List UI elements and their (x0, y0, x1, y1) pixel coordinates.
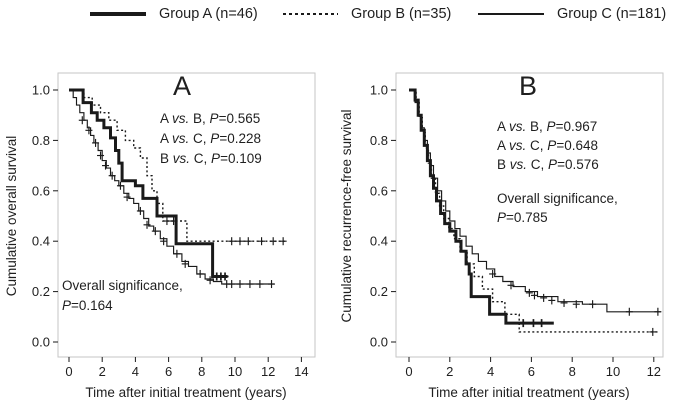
svg-text:0.6: 0.6 (370, 183, 388, 198)
svg-text:0.2: 0.2 (32, 284, 50, 299)
overall-significance-line1: Overall significance, (62, 278, 183, 293)
svg-text:6: 6 (165, 364, 172, 379)
svg-text:10: 10 (606, 364, 620, 379)
pairwise-comparison-ab: A vs. B, P=0.967 (497, 119, 597, 134)
survival-curves (409, 88, 662, 336)
dotted-line-swatch (283, 13, 338, 15)
svg-text:0.0: 0.0 (370, 335, 388, 350)
x-axis-label: Time after initial treatment (years) (428, 385, 629, 400)
plot-frame (57, 72, 316, 358)
plot-frame (395, 72, 664, 358)
svg-text:1.0: 1.0 (370, 83, 388, 98)
svg-text:4: 4 (487, 364, 494, 379)
svg-text:10: 10 (228, 364, 242, 379)
legend-item-group-b: Group B (n=35) (283, 4, 451, 24)
svg-text:0: 0 (405, 364, 412, 379)
panel-letter: A (173, 71, 191, 101)
svg-text:0.2: 0.2 (370, 284, 388, 299)
overall-significance-line1: Overall significance, (497, 191, 618, 206)
svg-text:12: 12 (647, 364, 661, 379)
pairwise-comparison-bc: B vs. C, P=0.109 (160, 151, 262, 166)
pairwise-comparison-ac: A vs. C, P=0.648 (497, 138, 598, 153)
svg-text:2: 2 (446, 364, 453, 379)
svg-text:8: 8 (569, 364, 576, 379)
svg-text:0.8: 0.8 (32, 133, 50, 148)
svg-text:0.4: 0.4 (32, 234, 50, 249)
axis-ticks: 0.0 0.2 0.4 0.6 0.8 1.0 0 2 4 6 8 10 12 (370, 83, 661, 380)
overall-significance-line2: P=0.785 (497, 210, 548, 225)
svg-text:6: 6 (528, 364, 535, 379)
legend-label-group-c: Group C (n=181) (557, 6, 667, 22)
svg-text:0: 0 (65, 364, 72, 379)
x-axis-label: Time after initial treatment (years) (85, 385, 286, 400)
legend-label-group-a: Group A (n=46) (159, 6, 258, 22)
pairwise-comparison-ab: A vs. B, P=0.565 (160, 111, 260, 126)
y-axis-label: Cumulative recurrence-free survival (339, 109, 354, 322)
svg-text:0.4: 0.4 (370, 234, 388, 249)
svg-text:0.0: 0.0 (32, 335, 50, 350)
svg-text:12: 12 (261, 364, 275, 379)
thin-solid-line-swatch (478, 13, 544, 15)
svg-text:0.6: 0.6 (32, 183, 50, 198)
panel-b-chart: 0.0 0.2 0.4 0.6 0.8 1.0 0 2 4 6 8 10 12 B Time after… (339, 71, 664, 400)
svg-text:0.8: 0.8 (370, 133, 388, 148)
overall-significance-line2: P=0.164 (62, 298, 113, 313)
survival-curves (69, 88, 287, 289)
svg-text:4: 4 (132, 364, 139, 379)
panel-letter: B (519, 71, 537, 101)
svg-text:8: 8 (198, 364, 205, 379)
axis-ticks: 0.0 0.2 0.4 0.6 0.8 1.0 0 2 4 6 8 10 12 14 (32, 83, 309, 380)
legend-item-group-a: Group A (n=46) (90, 4, 258, 24)
pairwise-comparison-bc: B vs. C, P=0.576 (497, 157, 599, 172)
svg-text:14: 14 (294, 364, 308, 379)
pairwise-comparison-ac: A vs. C, P=0.228 (160, 131, 261, 146)
legend-item-group-c: Group C (n=181) (478, 4, 666, 24)
thick-solid-line-swatch (90, 12, 146, 16)
svg-text:1.0: 1.0 (32, 83, 50, 98)
legend-label-group-b: Group B (n=35) (351, 6, 452, 22)
panel-a-chart: 0.0 0.2 0.4 0.6 0.8 1.0 0 2 4 6 8 10 12 14 A Time aft… (4, 71, 316, 400)
y-axis-label: Cumulative overall survival (4, 136, 19, 297)
svg-text:2: 2 (99, 364, 106, 379)
